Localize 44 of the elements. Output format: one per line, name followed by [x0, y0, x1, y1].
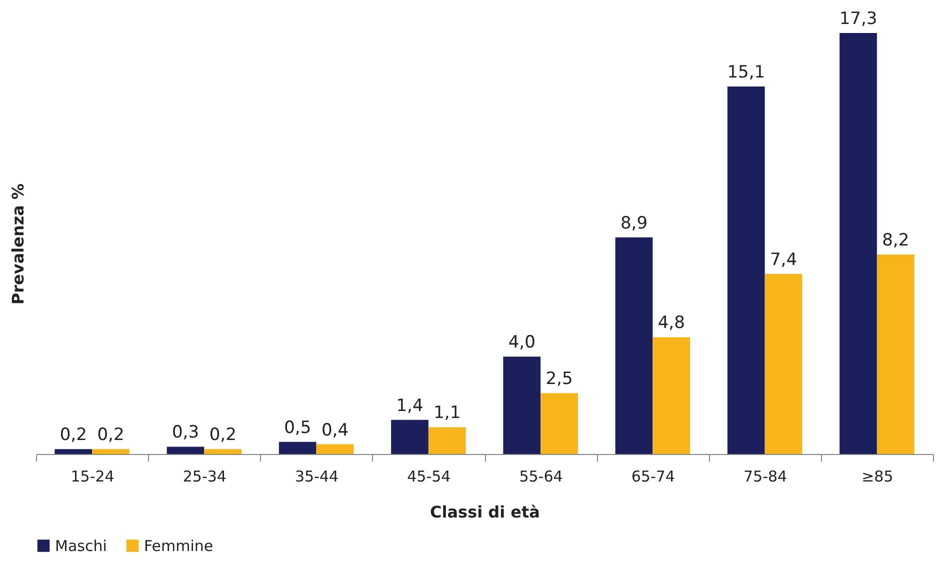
bar [54, 449, 92, 454]
bar [764, 274, 802, 454]
data-label: 0,2 [209, 425, 236, 446]
x-tick-label: ≥85 [862, 468, 894, 486]
data-label: 17,3 [839, 9, 878, 29]
data-label: 1,1 [434, 403, 461, 424]
x-tick-label: 25-34 [182, 468, 226, 486]
bar [92, 449, 130, 454]
bar [840, 33, 877, 454]
x-tick-label: 35-44 [295, 468, 339, 486]
x-tick-label: 65-74 [631, 468, 675, 486]
legend-label: Maschi [55, 536, 107, 555]
x-tick-label: 55-64 [519, 468, 563, 486]
data-label: 0,5 [284, 418, 312, 438]
data-label: 0,4 [321, 420, 349, 440]
data-label: 8,2 [882, 230, 910, 250]
x-tick-label: 45-54 [407, 468, 451, 486]
bar [503, 356, 541, 454]
bar [278, 442, 316, 454]
bar [166, 446, 204, 454]
data-label: 4,0 [508, 332, 536, 353]
data-label: 0,2 [60, 425, 87, 446]
data-label: 8,9 [620, 213, 648, 234]
data-label: 0,2 [97, 425, 124, 446]
x-tick-label: 75-84 [744, 468, 788, 486]
data-label: 0,3 [172, 422, 200, 443]
bar [615, 237, 653, 454]
x-axis-title: Classi di età [430, 502, 540, 522]
data-label: 1,4 [396, 396, 424, 416]
data-label: 2,5 [546, 369, 573, 390]
bar [727, 86, 765, 454]
bar [652, 337, 690, 454]
bar [204, 449, 242, 454]
data-label: 4,8 [658, 313, 685, 334]
bar [876, 254, 914, 454]
data-label: 15,1 [727, 62, 766, 83]
bar [540, 393, 578, 454]
bar [316, 444, 354, 454]
legend-label: Femmine [144, 536, 214, 555]
bar [428, 427, 466, 454]
y-axis-title: Prevalenza % [8, 183, 28, 305]
x-tick-label: 15-24 [70, 468, 114, 486]
data-label: 7,4 [770, 250, 798, 270]
bar [391, 420, 428, 454]
